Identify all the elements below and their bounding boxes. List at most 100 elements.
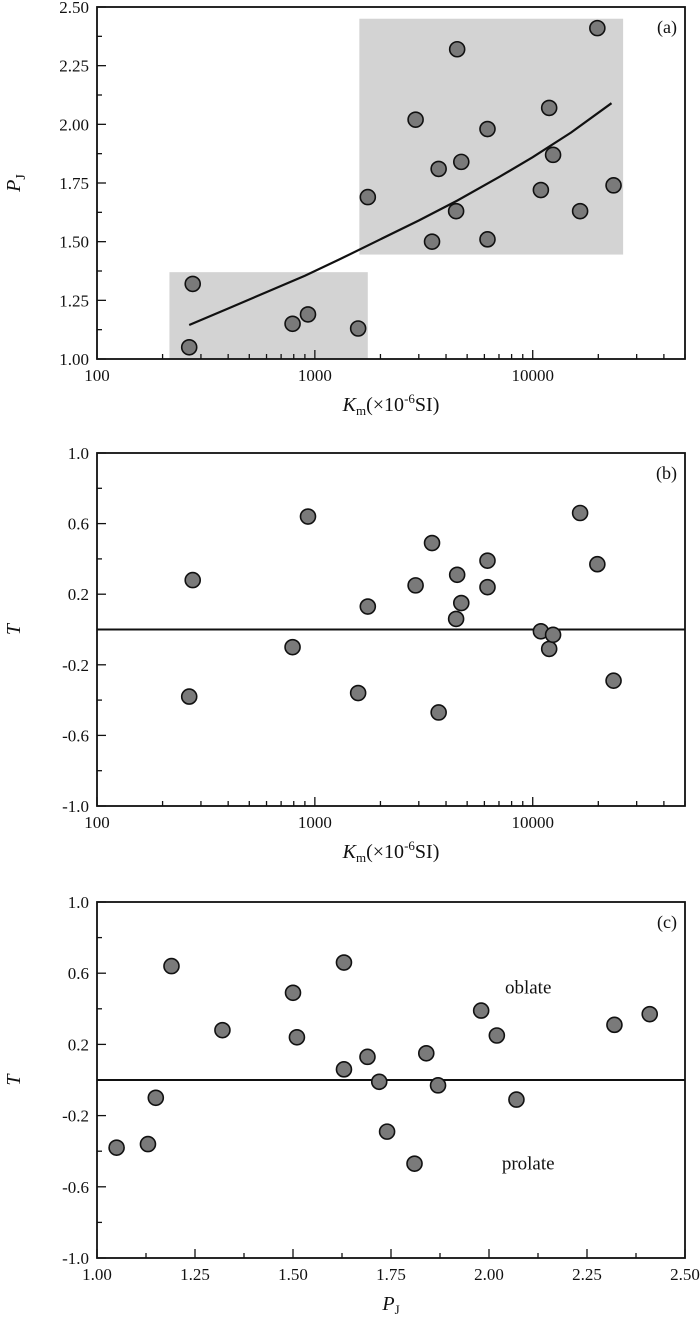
- data-point: [641, 1005, 659, 1023]
- y-axis-label: PJ: [3, 174, 29, 193]
- panel-b-chart: 100 1000 10000 -1.0 -0.6 -0.2 0.2 0.6 1.0 (b) T Km(…: [3, 444, 686, 865]
- data-point: [299, 508, 317, 525]
- y-tick-label: 1.75: [59, 174, 89, 193]
- data-point: [540, 640, 558, 658]
- data-point: [448, 566, 466, 584]
- data-point: [284, 984, 302, 1002]
- y-axis-label: T: [3, 1073, 25, 1086]
- data-point: [479, 578, 496, 596]
- data-point: [540, 99, 558, 117]
- y-tick-label: 1.0: [68, 444, 89, 463]
- data-point: [605, 672, 622, 689]
- y-tick-label: 0.2: [68, 585, 89, 604]
- data-point: [447, 610, 465, 628]
- y-tick-label: -0.2: [62, 656, 89, 675]
- data-point: [571, 504, 589, 522]
- x-tick-label: 2.25: [572, 1265, 602, 1284]
- y-tick-label: 2.50: [59, 0, 89, 17]
- data-point: [423, 534, 441, 552]
- data-point: [605, 177, 622, 194]
- x-tick-label: 1.25: [180, 1265, 210, 1284]
- x-tick-label: 100: [84, 813, 110, 832]
- x-tick-label: 1000: [298, 813, 332, 832]
- data-point: [349, 684, 367, 702]
- data-point: [335, 1061, 353, 1078]
- y-tick-label: 1.0: [68, 893, 89, 912]
- y-tick-label: 1.00: [59, 350, 89, 369]
- data-point: [430, 704, 447, 721]
- data-point: [359, 1048, 376, 1066]
- y-tick-label: -0.2: [62, 1107, 89, 1126]
- y-tick-label: -0.6: [62, 726, 89, 745]
- y-tick-label: -0.6: [62, 1178, 89, 1197]
- data-point: [147, 1089, 165, 1107]
- data-point: [606, 1016, 623, 1034]
- data-point: [184, 275, 202, 293]
- panel-label: (c): [657, 912, 677, 933]
- shaded-region-1: [169, 272, 368, 359]
- y-tick-label: 2.25: [59, 57, 89, 76]
- data-point: [359, 188, 377, 206]
- shaded-region-2: [359, 18, 624, 255]
- data-point: [544, 626, 562, 644]
- data-point: [370, 1073, 388, 1091]
- data-point: [544, 146, 562, 164]
- x-tick-label: 2.00: [474, 1265, 504, 1284]
- panel-label: (a): [657, 17, 677, 38]
- data-point: [488, 1027, 506, 1044]
- y-tick-label: 2.00: [59, 115, 89, 134]
- data-point: [108, 1139, 125, 1156]
- data-point: [430, 160, 447, 178]
- data-point: [335, 954, 353, 971]
- trend-curve: [188, 102, 613, 327]
- y-tick-label: -1.0: [62, 1249, 89, 1268]
- data-point: [532, 181, 550, 199]
- data-point: [378, 1123, 396, 1140]
- panel-a-chart: 100 1000 10000 1.00 1.25 1.50 1.75 2.00 2.25 2.50…: [3, 0, 686, 418]
- data-point: [423, 233, 441, 250]
- data-point: [180, 688, 198, 705]
- x-tick-label: 1.50: [278, 1265, 308, 1284]
- data-point: [479, 231, 496, 248]
- data-point: [284, 638, 301, 656]
- y-tick-label: 1.25: [59, 291, 89, 310]
- x-axis-label: Km(×10-6SI): [342, 391, 440, 418]
- x-tick-label: 10000: [511, 813, 554, 832]
- data-point: [184, 571, 202, 589]
- data-point: [284, 315, 301, 333]
- data-point: [163, 957, 180, 975]
- data-point: [452, 153, 470, 171]
- data-point: [589, 19, 606, 37]
- data-point: [299, 306, 317, 323]
- x-tick-label: 1.75: [376, 1265, 406, 1284]
- data-point: [349, 320, 367, 337]
- data-point: [180, 338, 198, 356]
- data-point: [429, 1077, 447, 1094]
- x-tick-label: 10000: [511, 366, 554, 385]
- x-axis-label: PJ: [381, 1293, 399, 1317]
- data-point: [359, 598, 377, 615]
- data-point: [589, 555, 606, 573]
- data-point: [479, 120, 496, 138]
- y-axis-label: T: [3, 622, 25, 635]
- x-tick-label: 100: [84, 366, 110, 385]
- x-tick-label: 1.00: [82, 1265, 112, 1284]
- data-point: [448, 40, 466, 58]
- data-point: [407, 577, 424, 594]
- data-point: [417, 1045, 435, 1062]
- data-point: [571, 202, 589, 220]
- data-point: [472, 1002, 490, 1019]
- x-tick-label: 2.50: [670, 1265, 700, 1284]
- data-point: [407, 111, 424, 128]
- data-point: [447, 202, 465, 220]
- data-point: [139, 1135, 157, 1153]
- x-tick-label: 1000: [298, 366, 332, 385]
- panel-c-chart: 1.00 1.25 1.50 1.75 2.00 2.25 2.50 -1.0 -0.6 -0.2…: [3, 893, 700, 1317]
- annotation-oblate: oblate: [505, 977, 551, 998]
- y-tick-label: 1.50: [59, 233, 89, 252]
- data-point: [214, 1021, 231, 1039]
- data-point: [479, 552, 496, 569]
- data-point: [406, 1155, 423, 1172]
- y-tick-label: 0.6: [68, 964, 89, 983]
